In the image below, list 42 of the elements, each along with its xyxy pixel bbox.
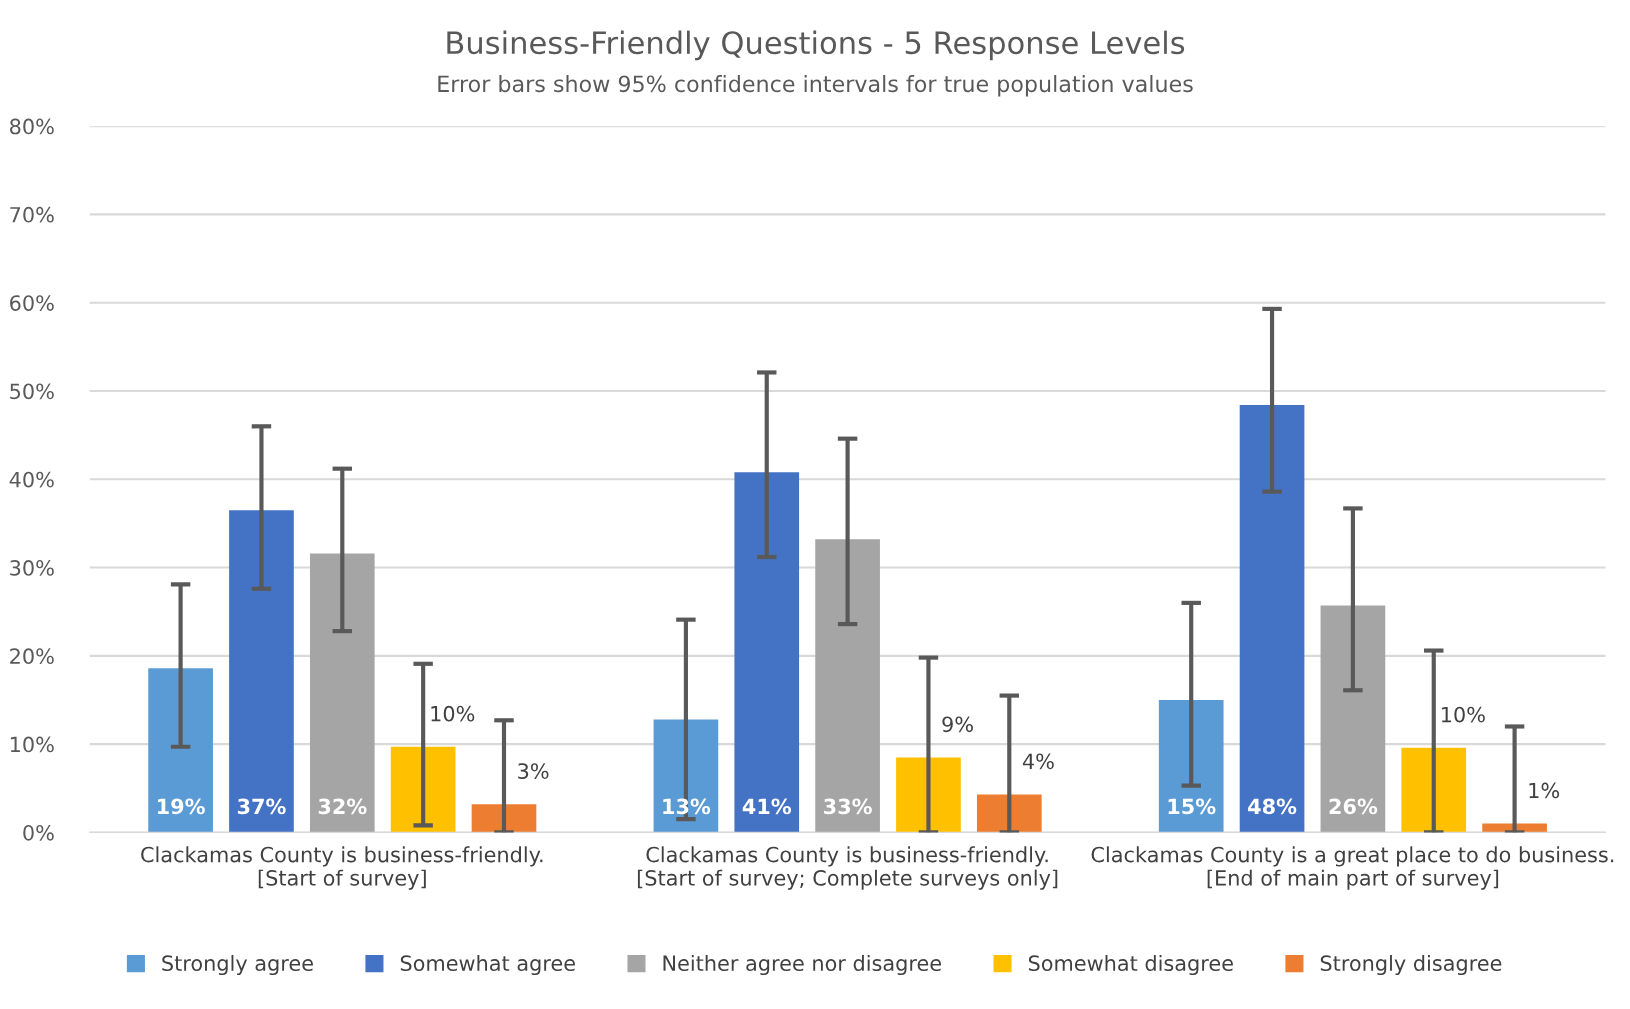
bar <box>1320 605 1386 833</box>
bar <box>734 472 800 833</box>
data-label: 19% <box>158 798 205 815</box>
legend-label: Strongly disagree <box>1320 954 1502 976</box>
y-tick-label: 70% <box>10 206 54 223</box>
y-tick-label: 10% <box>10 736 54 753</box>
x-tick-label: Clackamas County is business-friendly. [Start of survey] <box>141 846 543 890</box>
bar <box>309 553 375 833</box>
data-label: 9% <box>942 716 973 733</box>
y-tick-label: 80% <box>10 118 54 135</box>
bar <box>471 804 537 833</box>
legend-label: Strongly agree <box>162 954 313 976</box>
bar <box>1239 405 1305 833</box>
data-label: 37% <box>237 798 286 815</box>
y-tick-label: 0% <box>23 824 54 841</box>
legend-label: Somewhat disagree <box>1028 954 1233 976</box>
legend-label: Neither agree nor disagree <box>663 954 942 976</box>
data-label: 32% <box>318 798 367 815</box>
data-label: 10% <box>1441 706 1485 723</box>
data-label: 15% <box>1168 798 1216 815</box>
y-tick-label: 30% <box>10 560 54 576</box>
bar <box>976 794 1042 833</box>
x-tick-label: Clackamas County is a great place to do business. [End of main part of survey] <box>1091 846 1614 890</box>
data-label: 26% <box>1329 798 1378 815</box>
data-label: 4% <box>1022 753 1054 770</box>
chart-title: Business-Friendly Questions - 5 Response Levels <box>447 30 1185 61</box>
chart-subtitle: Error bars show 95% confidence intervals for true population values <box>438 75 1193 97</box>
y-tick-label: 40% <box>9 471 54 488</box>
bar <box>148 668 213 833</box>
bar <box>815 539 880 833</box>
data-label: 1% <box>1529 782 1560 799</box>
data-label: 41% <box>742 798 792 815</box>
data-label: 48% <box>1248 798 1297 815</box>
y-tick-label: 60% <box>10 295 54 311</box>
data-label: 10% <box>431 705 475 722</box>
x-tick-label: Clackamas County is business-friendly. [Start of survey; Complete surveys only] <box>637 846 1058 890</box>
data-label: 3% <box>518 763 549 779</box>
bar <box>229 510 294 833</box>
legend-label: Somewhat agree <box>400 954 575 976</box>
y-tick-label: 50% <box>10 383 54 400</box>
y-tick-label: 20% <box>10 648 54 665</box>
data-label: 33% <box>824 798 872 815</box>
